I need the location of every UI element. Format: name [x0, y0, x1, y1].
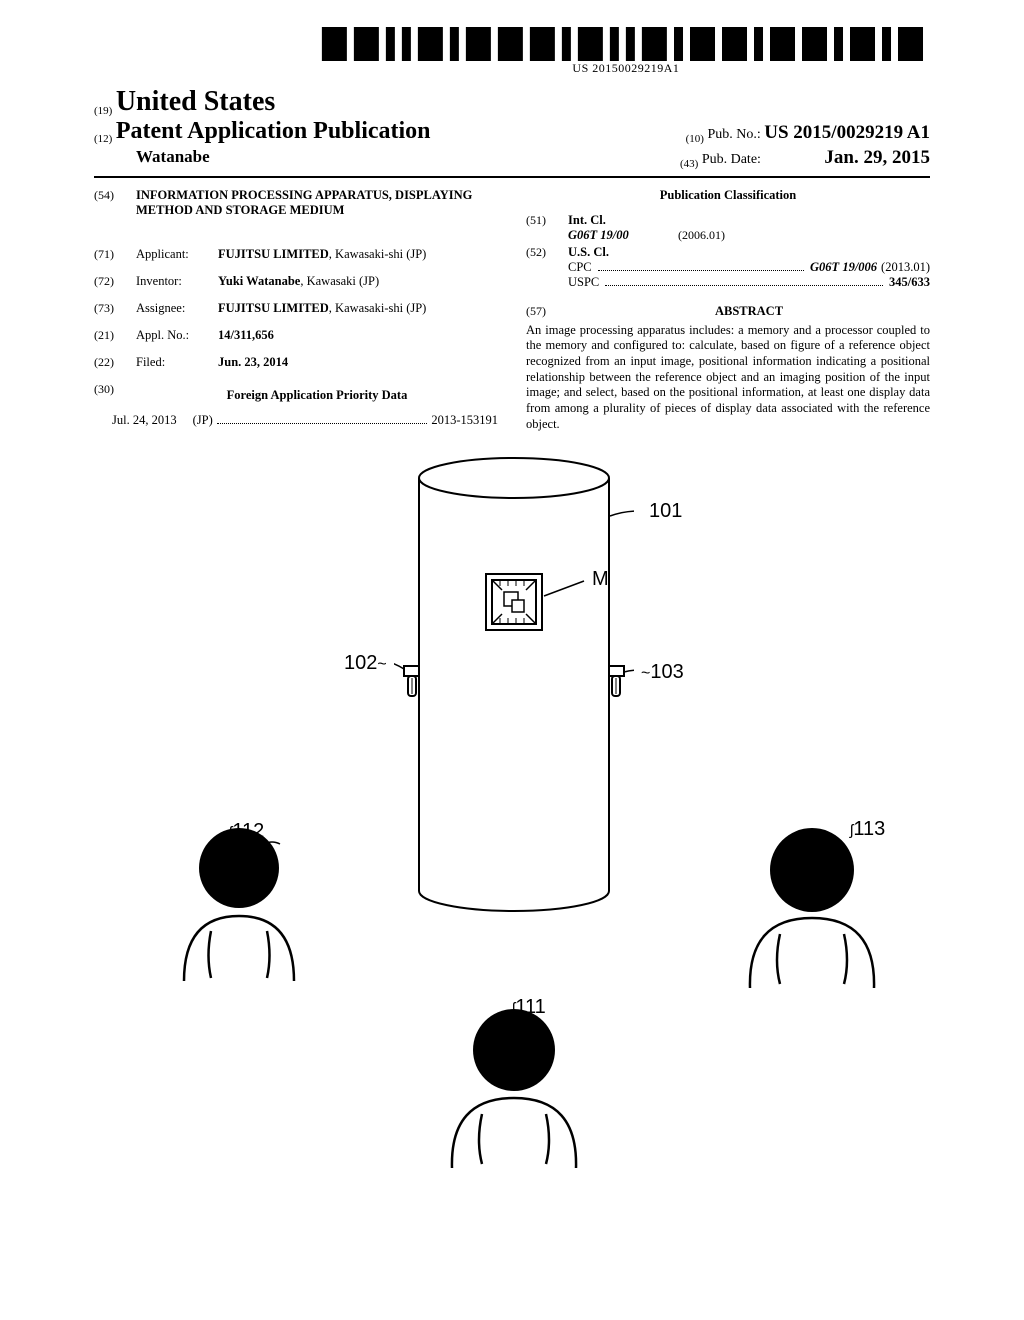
- barcode-block: █▌█▌▌▌█▌▌█▌█▌█▌▌█▌▌▌█▌▌█▌█▌▌█▌█▌▌█▌▌█▌ U…: [322, 30, 930, 76]
- barcode-graphic: █▌█▌▌▌█▌▌█▌█▌█▌▌█▌▌▌█▌▌█▌█▌▌█▌█▌▌█▌▌█▌: [322, 30, 930, 60]
- right-column: Publication Classification (51) Int. Cl.…: [526, 188, 930, 432]
- cpc-code: G06T 19/006: [810, 260, 877, 275]
- applno-value: 14/311,656: [218, 328, 498, 343]
- applno-label: Appl. No.:: [136, 328, 218, 343]
- person-111: [434, 1006, 594, 1176]
- pubdate-value: Jan. 29, 2015: [824, 147, 930, 168]
- applicant-label: Applicant:: [136, 247, 218, 262]
- foreign-appno: 2013-153191: [431, 413, 498, 428]
- foreign-inid: (30): [94, 382, 136, 409]
- abstract-header: ABSTRACT: [568, 304, 930, 319]
- inventor-name: Yuki Watanabe: [218, 274, 300, 288]
- country-name: United States: [116, 86, 275, 117]
- inventor-inid: (72): [94, 274, 136, 289]
- classification-header: Publication Classification: [526, 188, 930, 203]
- inventor-label: Inventor:: [136, 274, 218, 289]
- title-inid: (54): [94, 188, 136, 235]
- pub-date-block: (43) Pub. Date: Jan. 29, 2015: [680, 147, 930, 170]
- cpc-ver: (2013.01): [881, 260, 930, 275]
- pub-type-block: (12) Patent Application Publication: [94, 118, 431, 145]
- cpc-label: CPC: [568, 260, 592, 275]
- pub-type: Patent Application Publication: [116, 118, 431, 144]
- cylinder-svg: [394, 456, 634, 916]
- dots: [217, 413, 428, 424]
- pub-no-block: (10) Pub. No.: US 2015/0029219 A1: [686, 122, 930, 145]
- pubdate-label: Pub. Date:: [702, 152, 761, 167]
- country-line: (19) United States: [94, 86, 930, 118]
- assignee-name: FUJITSU LIMITED: [218, 301, 329, 315]
- filed-label: Filed:: [136, 355, 218, 370]
- figure-area: 101 M 102~ ~103 ʃ112 ʃ113 ʃ111: [94, 456, 930, 1196]
- divider: [94, 176, 930, 178]
- assignee-label: Assignee:: [136, 301, 218, 316]
- filed-inid: (22): [94, 355, 136, 370]
- label-112: ʃ112: [229, 820, 264, 843]
- person-113: [734, 826, 894, 996]
- inventor-loc: , Kawasaki (JP): [300, 274, 379, 288]
- assignee-inid: (73): [94, 301, 136, 316]
- pubno-value: US 2015/0029219 A1: [764, 122, 930, 143]
- dots: [598, 260, 804, 271]
- intcl-code: G06T 19/00: [568, 228, 678, 243]
- foreign-header: Foreign Application Priority Data: [136, 388, 498, 403]
- applicant-value: FUJITSU LIMITED, Kawasaki-shi (JP): [218, 247, 498, 262]
- author-name: Watanabe: [136, 147, 210, 166]
- pub-type-inid: (12): [94, 133, 112, 145]
- uscl-label: U.S. Cl.: [568, 245, 930, 260]
- label-102: 102~: [344, 652, 387, 675]
- assignee-loc: , Kawasaki-shi (JP): [329, 301, 427, 315]
- abstract-text: An image processing apparatus includes: …: [526, 323, 930, 432]
- pubno-label: Pub. No.:: [707, 127, 760, 142]
- left-column: (54) INFORMATION PROCESSING APPARATUS, D…: [94, 188, 498, 432]
- foreign-country: (JP): [193, 413, 213, 428]
- pubno-inid: (10): [686, 133, 704, 145]
- label-101: 101: [649, 500, 682, 523]
- applicant-inid: (71): [94, 247, 136, 262]
- country-inid: (19): [94, 105, 112, 117]
- uspc-code: 345/633: [889, 275, 930, 290]
- dots: [605, 275, 883, 286]
- intcl-label: Int. Cl.: [568, 213, 930, 228]
- intcl-ver: (2006.01): [678, 228, 725, 243]
- foreign-priority-row: Jul. 24, 2013 (JP) 2013-153191: [94, 413, 498, 428]
- label-111: ʃ111: [512, 996, 546, 1019]
- uscl-inid: (52): [526, 245, 568, 290]
- inventor-value: Yuki Watanabe, Kawasaki (JP): [218, 274, 498, 289]
- intcl-inid: (51): [526, 213, 568, 243]
- invention-title: INFORMATION PROCESSING APPARATUS, DISPLA…: [136, 188, 498, 219]
- uspc-label: USPC: [568, 275, 599, 290]
- pubdate-inid: (43): [680, 158, 698, 170]
- filed-value: Jun. 23, 2014: [218, 355, 498, 370]
- label-103: ~103: [641, 661, 684, 684]
- barcode-text: US 20150029219A1: [322, 61, 930, 76]
- applicant-name: FUJITSU LIMITED: [218, 247, 329, 261]
- label-m: M: [592, 568, 609, 591]
- applno-inid: (21): [94, 328, 136, 343]
- person-112: [164, 826, 314, 986]
- assignee-value: FUJITSU LIMITED, Kawasaki-shi (JP): [218, 301, 498, 316]
- label-113: ʃ113: [850, 818, 885, 841]
- applicant-loc: , Kawasaki-shi (JP): [329, 247, 427, 261]
- abstract-inid: (57): [526, 304, 568, 323]
- foreign-date: Jul. 24, 2013: [112, 413, 177, 428]
